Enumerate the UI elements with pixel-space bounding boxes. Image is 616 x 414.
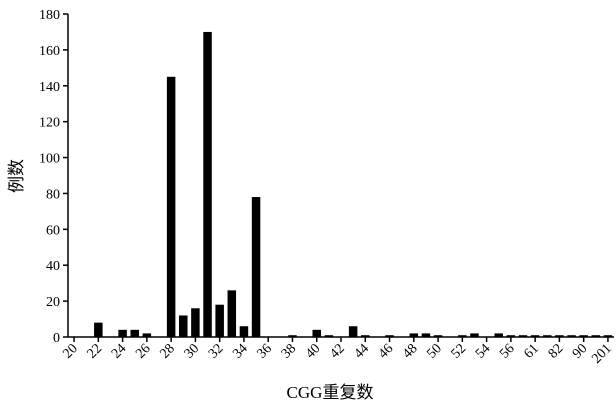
bar	[348, 326, 358, 337]
y-tick-label: 20	[46, 295, 60, 310]
x-tick-label: 46	[376, 341, 397, 362]
x-tick-label: 61	[521, 341, 542, 362]
bar	[409, 333, 419, 337]
bar	[433, 335, 443, 337]
bar	[203, 31, 212, 337]
y-tick-label: 60	[46, 223, 60, 238]
bar	[251, 197, 261, 337]
bar	[239, 326, 249, 337]
bar	[458, 335, 467, 337]
bar	[324, 335, 334, 337]
bar	[567, 335, 576, 337]
y-tick-label: 140	[39, 80, 60, 95]
x-tick-label: 201	[589, 341, 614, 366]
x-tick-label: 26	[133, 341, 154, 362]
bar	[166, 76, 176, 338]
x-tick-label: 44	[352, 341, 373, 362]
bar	[518, 335, 528, 337]
bar	[361, 335, 370, 337]
bar	[118, 329, 127, 337]
bar	[312, 329, 321, 337]
x-axis-label: CGG重复数	[287, 383, 374, 402]
y-tick-label: 160	[39, 44, 60, 59]
x-tick-label: 34	[230, 341, 251, 362]
x-tick-label: 48	[400, 341, 421, 362]
bar	[494, 333, 503, 337]
y-tick-label: 120	[39, 116, 60, 131]
bar	[579, 335, 588, 337]
bar	[130, 329, 139, 337]
x-tick-label: 56	[497, 341, 518, 362]
y-tick-label: 180	[39, 8, 60, 23]
y-tick-label: 80	[46, 187, 60, 202]
bar	[227, 290, 237, 337]
bar	[506, 335, 516, 337]
x-tick-label: 24	[109, 341, 130, 362]
x-tick-label: 82	[546, 341, 567, 362]
bar	[591, 335, 601, 337]
x-tick-label: 52	[449, 341, 470, 362]
x-tick-label: 30	[182, 341, 203, 362]
x-tick-label: 50	[424, 341, 445, 362]
bar	[543, 335, 552, 337]
x-tick-label: 28	[157, 341, 178, 362]
x-tick-label: 36	[255, 341, 276, 362]
bar	[530, 335, 540, 337]
bar	[603, 335, 613, 337]
bar	[142, 333, 152, 337]
y-tick-label: 100	[39, 152, 60, 167]
x-tick-label: 90	[570, 341, 591, 362]
x-tick-label: 40	[303, 341, 324, 362]
x-tick-label: 42	[327, 341, 348, 362]
bar	[385, 335, 394, 337]
x-tick-label: 22	[85, 341, 106, 362]
bar	[94, 322, 103, 337]
x-tick-label: 20	[60, 341, 81, 362]
y-tick-label: 40	[46, 259, 60, 274]
bar	[179, 315, 188, 337]
bar	[215, 304, 224, 337]
x-tick-label: 38	[279, 341, 300, 362]
x-tick-label: 54	[473, 341, 494, 362]
y-axis-label: 例数	[7, 159, 26, 193]
x-tick-label: 32	[206, 341, 227, 362]
bar	[288, 335, 297, 337]
bar	[555, 335, 564, 337]
y-tick-label: 0	[53, 331, 60, 346]
bar	[421, 333, 431, 337]
bar	[191, 308, 200, 337]
bar	[470, 333, 479, 337]
